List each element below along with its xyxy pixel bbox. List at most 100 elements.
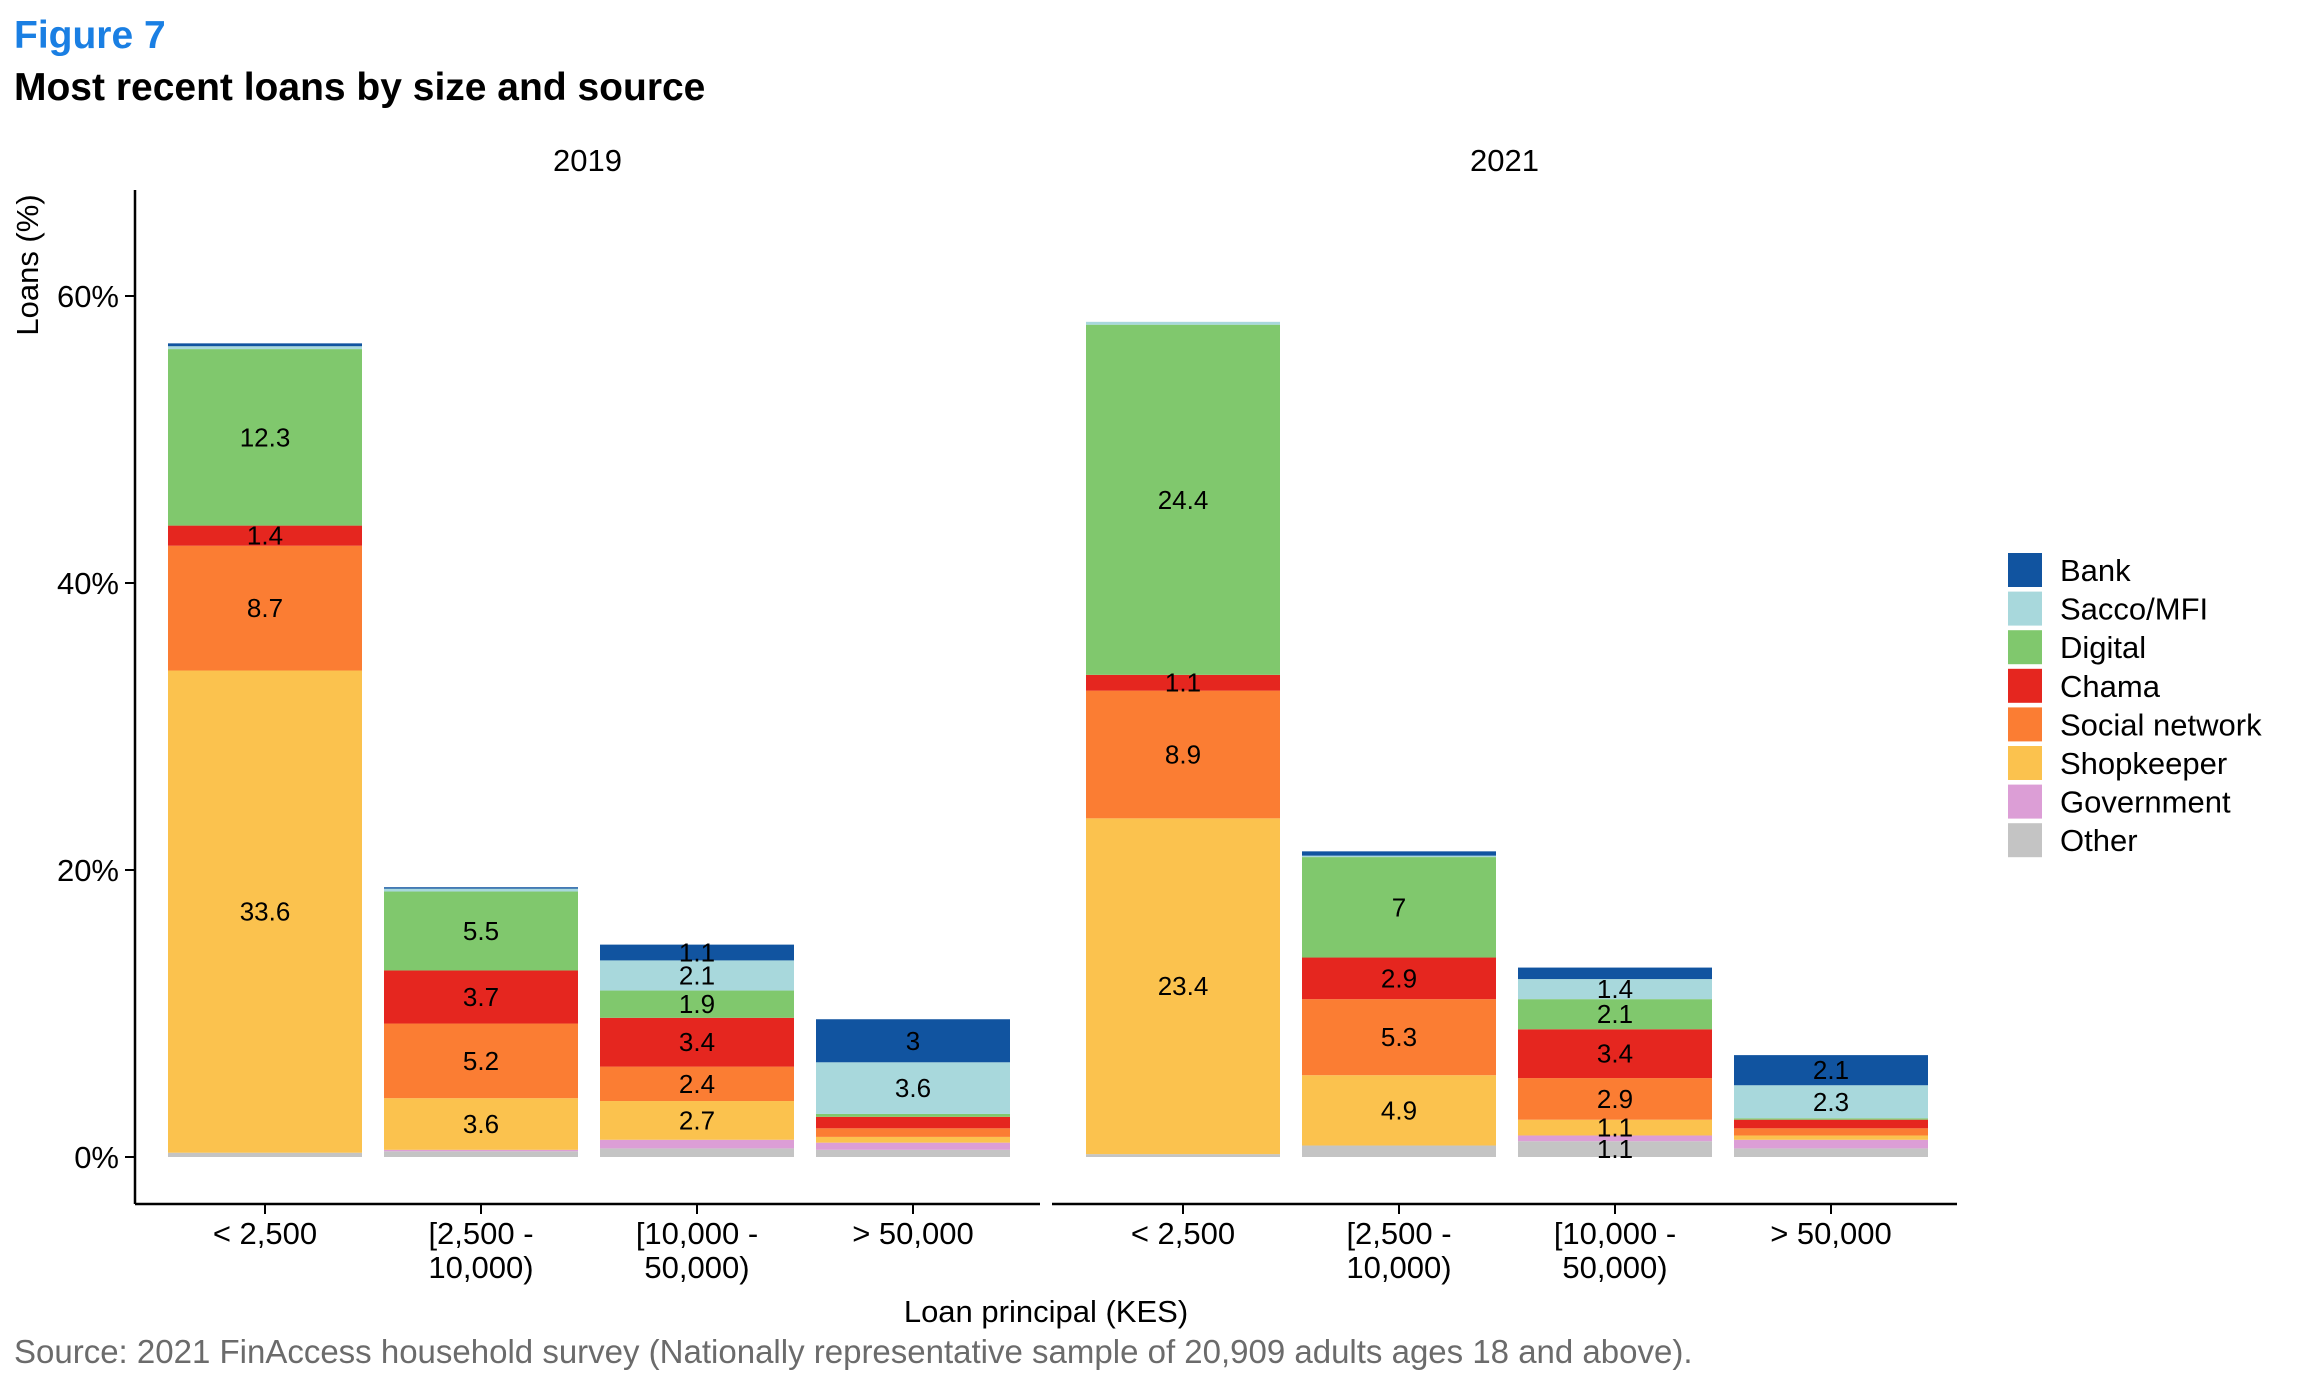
bar-segment-digital — [384, 891, 578, 971]
legend-key-bank — [2008, 553, 2042, 587]
bar-segment-social-network — [1734, 1128, 1928, 1136]
data-label: 4.9 — [1381, 1095, 1417, 1125]
bar-segment-shopkeeper — [1302, 1075, 1496, 1146]
data-label: 5.5 — [463, 916, 499, 946]
x-tick-label: [10,000 -50,000) — [636, 1216, 758, 1285]
bar-segment-bank — [384, 887, 578, 889]
source-note: Source: 2021 FinAccess household survey … — [14, 1333, 1693, 1370]
legend-key-other — [2008, 823, 2042, 858]
bar-segment-digital — [168, 349, 362, 526]
bar-segment-chama — [384, 970, 578, 1024]
bar-segment-digital — [816, 1113, 1010, 1117]
bar-segment-digital — [1518, 999, 1712, 1030]
data-label: 1.1 — [1597, 1134, 1633, 1164]
bar-segment-shopkeeper — [384, 1098, 578, 1150]
bar-segment-digital — [1302, 857, 1496, 958]
bar-segment-digital — [1086, 324, 1280, 675]
legend-label-chama: Chama — [2060, 669, 2161, 704]
bar-segment-shopkeeper — [1086, 818, 1280, 1155]
data-label: 2.9 — [1597, 1084, 1633, 1114]
bar-segment-other — [600, 1148, 794, 1157]
legend-key-chama — [2008, 668, 2042, 703]
data-label: 24.4 — [1158, 485, 1209, 515]
data-label: 23.4 — [1158, 971, 1209, 1001]
x-axis-title: Loan principal (KES) — [904, 1294, 1188, 1329]
legend-key-digital — [2008, 630, 2042, 665]
data-label: 33.6 — [240, 897, 291, 927]
x-tick-label: > 50,000 — [1770, 1216, 1892, 1251]
x-tick-label: < 2,500 — [213, 1216, 317, 1251]
bar-segment-digital — [600, 990, 794, 1018]
bar-segment-social-network — [1518, 1078, 1712, 1120]
legend-label-shopkeeper: Shopkeeper — [2060, 746, 2227, 781]
bar-segment-social-network — [1302, 999, 1496, 1076]
data-label: 1.4 — [1597, 974, 1633, 1004]
bar-segment-chama — [816, 1116, 1010, 1129]
legend-label-government: Government — [2060, 785, 2231, 820]
y-axis-title: Loans (%) — [10, 194, 45, 335]
bar-segment-government — [1734, 1139, 1928, 1149]
data-label: 1.4 — [247, 521, 283, 551]
data-label: 2.1 — [1813, 1055, 1849, 1085]
data-label: 3.6 — [463, 1109, 499, 1139]
x-tick-label: [2,500 -10,000) — [1346, 1216, 1451, 1285]
data-label: 7 — [1392, 892, 1406, 922]
bar-segment-bank — [1302, 851, 1496, 856]
bar-segment-sacco-mfi — [384, 888, 578, 892]
x-tick-label: < 2,500 — [1131, 1216, 1235, 1251]
legend-label-sacco-mfi: Sacco/MFI — [2060, 592, 2208, 627]
bar-segment-sacco-mfi — [1734, 1085, 1928, 1119]
data-label: 2.1 — [679, 960, 715, 990]
legend-label-digital: Digital — [2060, 630, 2146, 665]
facet-2019-label: 2019 — [553, 143, 622, 178]
bar-segment-other — [384, 1151, 578, 1157]
bar-segment-bank — [1518, 967, 1712, 980]
bar-segment-other — [816, 1149, 1010, 1157]
x-tick-label: [10,000 -50,000) — [1554, 1216, 1676, 1285]
bar-segment-social-network — [168, 545, 362, 671]
bar-segment-chama — [1734, 1119, 1928, 1129]
data-label: 12.3 — [240, 422, 291, 452]
data-label: 3.7 — [463, 982, 499, 1012]
bar-segment-sacco-mfi — [168, 346, 362, 350]
chart-title: Most recent loans by size and source — [14, 66, 706, 109]
facet-2021-label: 2021 — [1470, 143, 1539, 178]
y-tick-label: 60% — [57, 279, 119, 314]
bar-segment-sacco-mfi — [600, 960, 794, 991]
legend-label-bank: Bank — [2060, 553, 2131, 588]
data-label: 1.1 — [1597, 1113, 1633, 1143]
data-label: 2.9 — [1381, 963, 1417, 993]
bar-segment-shopkeeper — [1734, 1135, 1928, 1140]
bar-segment-shopkeeper — [816, 1136, 1010, 1143]
data-label: 8.7 — [247, 593, 283, 623]
x-tick-label: [2,500 -10,000) — [428, 1216, 533, 1285]
legend-key-government — [2008, 784, 2042, 819]
bar-segment-other — [1302, 1145, 1496, 1157]
y-tick-label: 0% — [74, 1140, 119, 1175]
data-label: 2.1 — [1597, 999, 1633, 1029]
data-label: 5.2 — [463, 1046, 499, 1076]
bar-segment-other — [1518, 1141, 1712, 1157]
bar-segment-government — [816, 1142, 1010, 1150]
bar-segment-shopkeeper — [168, 670, 362, 1153]
figure-label: Figure 7 — [14, 14, 166, 57]
bar-segment-sacco-mfi — [1086, 321, 1280, 325]
data-label: 8.9 — [1165, 739, 1201, 769]
bar-segment-sacco-mfi — [816, 1062, 1010, 1114]
data-label: 1.9 — [679, 989, 715, 1019]
bar-segment-sacco-mfi — [1518, 979, 1712, 1000]
y-tick-label: 40% — [57, 566, 119, 601]
bar-segment-other — [168, 1152, 362, 1157]
bar-segment-chama — [1086, 674, 1280, 691]
bar-segment-social-network — [816, 1128, 1010, 1137]
data-label: 3.4 — [1597, 1039, 1633, 1069]
x-tick-label: > 50,000 — [852, 1216, 974, 1251]
data-label: 3.4 — [679, 1027, 715, 1057]
data-label: 2.3 — [1813, 1087, 1849, 1117]
bar-segment-bank — [1734, 1055, 1928, 1086]
bar-segment-bank — [168, 343, 362, 347]
bar-segment-bank — [600, 944, 794, 961]
bar-segment-bank — [816, 1019, 1010, 1063]
data-label: 1.1 — [1165, 668, 1201, 698]
data-label: 3.6 — [895, 1073, 931, 1103]
